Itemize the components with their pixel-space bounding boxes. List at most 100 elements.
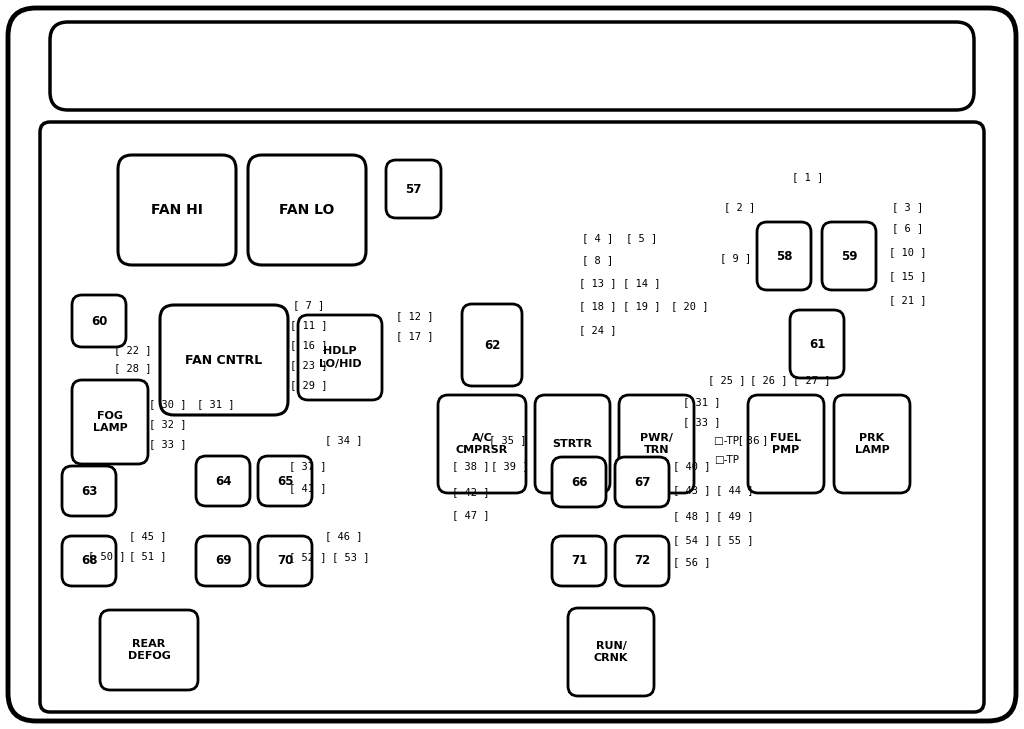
Text: 69: 69 [215,555,231,567]
Text: 72: 72 [634,555,650,567]
Text: [ 28 ]: [ 28 ] [115,363,152,373]
Text: [ 9 ]: [ 9 ] [720,253,752,263]
FancyBboxPatch shape [196,456,250,506]
Text: [ 48 ]: [ 48 ] [673,511,711,521]
Text: [ 17 ]: [ 17 ] [396,331,434,341]
Text: [ 40 ]: [ 40 ] [673,461,711,471]
FancyBboxPatch shape [160,305,288,415]
FancyBboxPatch shape [118,155,236,265]
FancyBboxPatch shape [298,315,382,400]
Text: [ 39 ]: [ 39 ] [492,461,528,471]
Text: [ 4 ]: [ 4 ] [583,233,613,243]
Text: [ 14 ]: [ 14 ] [624,278,660,288]
FancyBboxPatch shape [100,610,198,690]
Text: 57: 57 [406,182,422,195]
Text: [ 51 ]: [ 51 ] [129,551,167,561]
FancyBboxPatch shape [535,395,610,493]
Text: FUEL
PMP: FUEL PMP [770,433,802,455]
Text: [ 2 ]: [ 2 ] [724,202,756,212]
FancyBboxPatch shape [258,456,312,506]
Text: [ 53 ]: [ 53 ] [332,552,370,562]
Text: 61: 61 [809,338,825,351]
FancyBboxPatch shape [386,160,441,218]
Text: 68: 68 [81,555,97,567]
Text: [ 50 ]: [ 50 ] [88,551,126,561]
Text: [ 24 ]: [ 24 ] [580,325,616,335]
Text: [ 29 ]: [ 29 ] [290,380,328,390]
Text: HDLP
LO/HID: HDLP LO/HID [318,346,361,369]
FancyBboxPatch shape [248,155,366,265]
Text: [ 33 ]: [ 33 ] [683,417,721,427]
FancyBboxPatch shape [72,380,148,464]
FancyBboxPatch shape [72,295,126,347]
Text: [ 31 ]: [ 31 ] [683,397,721,407]
FancyBboxPatch shape [822,222,876,290]
Text: [ 3 ]: [ 3 ] [892,202,924,212]
Text: 71: 71 [570,555,587,567]
Text: [ 26 ]: [ 26 ] [751,375,787,385]
Text: [ 25 ]: [ 25 ] [709,375,745,385]
Text: 62: 62 [483,338,500,351]
Text: [ 32 ]: [ 32 ] [150,419,186,429]
Text: [ 6 ]: [ 6 ] [892,223,924,233]
Text: [ 37 ]: [ 37 ] [289,461,327,471]
Text: [ 55 ]: [ 55 ] [716,535,754,545]
FancyBboxPatch shape [568,608,654,696]
Text: REAR
DEFOG: REAR DEFOG [128,639,170,661]
Text: [ 47 ]: [ 47 ] [453,510,489,520]
Text: [ 49 ]: [ 49 ] [716,511,754,521]
Text: [ 34 ]: [ 34 ] [326,435,362,445]
FancyBboxPatch shape [615,536,669,586]
FancyBboxPatch shape [757,222,811,290]
Text: [ 43 ]: [ 43 ] [673,485,711,495]
FancyBboxPatch shape [615,457,669,507]
Text: [ 38 ]: [ 38 ] [453,461,489,471]
Text: 65: 65 [276,475,293,488]
Text: 66: 66 [570,475,587,488]
Text: [ 52 ]: [ 52 ] [289,552,327,562]
Text: [ 8 ]: [ 8 ] [583,255,613,265]
Text: [ 13 ]: [ 13 ] [580,278,616,288]
Text: PRK
LAMP: PRK LAMP [855,433,890,455]
FancyBboxPatch shape [552,536,606,586]
Text: [ 18 ]: [ 18 ] [580,301,616,311]
Text: [ 19 ]: [ 19 ] [624,301,660,311]
FancyBboxPatch shape [258,536,312,586]
Text: [ 41 ]: [ 41 ] [289,483,327,493]
Text: [ 56 ]: [ 56 ] [673,557,711,567]
Text: FOG
LAMP: FOG LAMP [92,411,127,433]
Text: [ 21 ]: [ 21 ] [889,295,927,305]
FancyBboxPatch shape [8,8,1016,721]
Text: RUN/
CRNK: RUN/ CRNK [594,641,628,663]
Text: [ 10 ]: [ 10 ] [889,247,927,257]
Text: 59: 59 [841,249,857,262]
Text: [ 5 ]: [ 5 ] [627,233,657,243]
Text: [ 31 ]: [ 31 ] [198,399,234,409]
Text: A/C
CMPRSR: A/C CMPRSR [456,433,508,455]
Text: □-TP: □-TP [714,455,739,465]
Text: [ 35 ]: [ 35 ] [489,435,526,445]
Text: □-TP[ 36 ]: □-TP[ 36 ] [714,435,767,445]
Text: [ 22 ]: [ 22 ] [115,345,152,355]
FancyBboxPatch shape [552,457,606,507]
FancyBboxPatch shape [50,22,974,110]
Text: PWR/
TRN: PWR/ TRN [640,433,673,455]
Text: FAN CNTRL: FAN CNTRL [185,354,262,367]
FancyBboxPatch shape [618,395,694,493]
Text: 64: 64 [215,475,231,488]
FancyBboxPatch shape [62,466,116,516]
Text: [ 44 ]: [ 44 ] [716,485,754,495]
Text: 58: 58 [776,249,793,262]
FancyBboxPatch shape [40,122,984,712]
Text: [ 16 ]: [ 16 ] [290,340,328,350]
FancyBboxPatch shape [462,304,522,386]
Text: [ 33 ]: [ 33 ] [150,439,186,449]
Text: 67: 67 [634,475,650,488]
Text: [ 42 ]: [ 42 ] [453,487,489,497]
Text: [ 27 ]: [ 27 ] [794,375,830,385]
FancyBboxPatch shape [62,536,116,586]
Text: [ 23 ]: [ 23 ] [290,360,328,370]
Text: FAN LO: FAN LO [280,203,335,217]
FancyBboxPatch shape [196,536,250,586]
Text: STRTR: STRTR [553,439,593,449]
